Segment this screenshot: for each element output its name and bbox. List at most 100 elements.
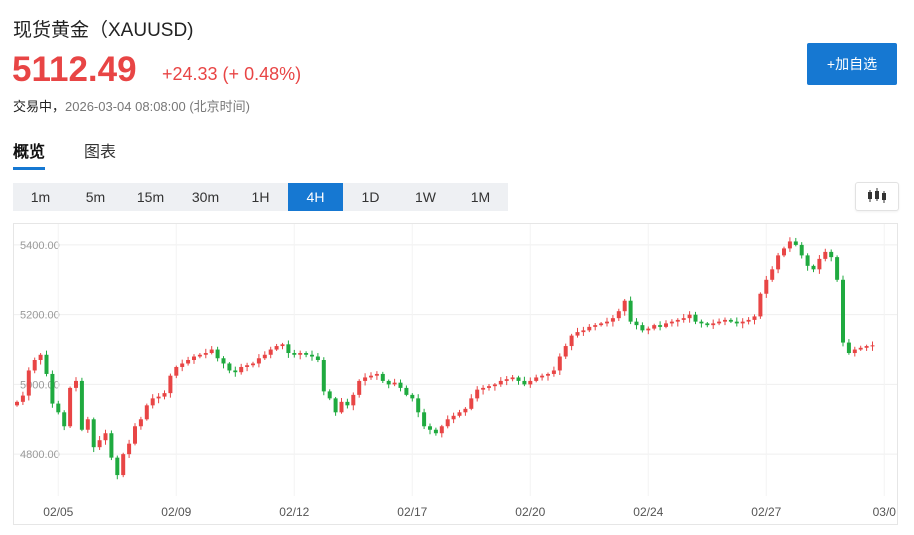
candle-body: [546, 373, 550, 376]
candle-body: [451, 415, 456, 420]
x-tick-label: 02/12: [279, 505, 309, 519]
candle-body: [528, 380, 533, 385]
period-30m[interactable]: 30m: [191, 189, 220, 205]
candle-body: [133, 426, 137, 444]
candle-body: [268, 349, 273, 355]
period-5m[interactable]: 5m: [85, 189, 106, 205]
candle-body: [138, 419, 143, 427]
candle-body: [398, 382, 403, 388]
candle-body: [56, 403, 61, 413]
candle-body: [422, 412, 427, 427]
add-to-watchlist-button[interactable]: +加自选: [807, 43, 897, 85]
candle-body: [439, 426, 444, 434]
candle-body: [492, 384, 497, 387]
candle-body: [504, 379, 509, 381]
candle-body: [864, 346, 869, 348]
period-1w[interactable]: 1W: [415, 189, 436, 205]
candle-body: [569, 335, 574, 347]
candle-body: [386, 380, 391, 385]
candle-body: [687, 314, 692, 319]
candle-body: [811, 265, 816, 270]
candle-body: [782, 248, 786, 256]
candle-body: [522, 380, 527, 385]
candle-body: [333, 398, 338, 413]
candle-body: [622, 300, 627, 312]
candle-body: [487, 386, 491, 388]
candle-body: [664, 323, 668, 327]
candle-body: [192, 356, 196, 360]
y-tick-label: 5200.00: [20, 310, 60, 322]
period-1d[interactable]: 1D: [361, 189, 380, 205]
candle-body: [711, 323, 716, 326]
candle-body: [310, 354, 314, 357]
candle-body: [723, 319, 727, 322]
tab-overview[interactable]: 概览: [13, 144, 46, 161]
candle-body: [321, 360, 326, 392]
period-1mo[interactable]: 1M: [470, 189, 491, 205]
period-15m[interactable]: 15m: [136, 189, 165, 205]
candle-body: [115, 457, 120, 476]
candle-body: [587, 326, 592, 331]
candle-body: [374, 373, 379, 376]
candle-body: [404, 387, 409, 395]
candle-body: [209, 349, 214, 354]
candle-body: [380, 373, 385, 381]
candle-body: [280, 344, 285, 347]
candle-body: [705, 323, 710, 326]
x-tick-label: 02/09: [161, 505, 191, 519]
period-1m[interactable]: 1m: [30, 189, 51, 205]
candlestick-icon: [868, 188, 886, 203]
x-tick-label: 02/05: [43, 505, 73, 519]
candle-body: [481, 387, 486, 390]
candle-body: [15, 401, 19, 406]
current-price: 5112.49: [12, 50, 137, 89]
candle-body: [245, 365, 250, 367]
instrument-title: 现货黄金（XAUUSD): [13, 20, 194, 41]
y-tick-label: 4800.00: [20, 449, 60, 461]
candle-body: [369, 375, 373, 378]
candle-body: [746, 319, 751, 322]
tab-chart[interactable]: 图表: [84, 144, 117, 161]
candle-body: [127, 443, 132, 455]
candle-body: [634, 321, 639, 326]
candle-body: [675, 319, 680, 322]
candle-body: [846, 342, 851, 354]
candle-body: [793, 241, 798, 245]
candle-body: [251, 363, 255, 366]
candle-body: [817, 258, 822, 270]
candle-body: [79, 380, 84, 430]
period-4h[interactable]: 4H: [288, 183, 343, 211]
candle-body: [262, 354, 267, 359]
chart-type-button[interactable]: [855, 182, 899, 211]
candle-body: [20, 395, 25, 402]
candle-body: [315, 356, 320, 360]
candle-body: [327, 391, 332, 399]
candle-body: [551, 370, 556, 374]
candle-body: [581, 330, 586, 333]
candle-body: [787, 241, 792, 249]
y-tick-label: 5400.00: [20, 240, 60, 252]
period-selector: 1m 5m 15m 30m 1H 4H 1D 1W 1M: [13, 183, 508, 211]
candle-body: [829, 251, 834, 258]
candle-body: [805, 255, 810, 266]
candle-body: [835, 257, 840, 280]
candle-body: [758, 293, 763, 317]
candle-body: [233, 370, 238, 373]
candle-body: [776, 255, 781, 270]
candle-body: [180, 363, 185, 367]
trade-status: 交易中，: [13, 99, 66, 114]
candle-body: [274, 346, 279, 350]
candle-body: [640, 325, 645, 331]
candle-body: [428, 426, 432, 430]
price-chart[interactable]: 5400.00 5200.00 5000.00 4800.00 02/05 02/09 02…: [13, 223, 898, 525]
candle-body: [681, 318, 686, 320]
candle-body: [91, 419, 96, 448]
candle-body: [68, 387, 73, 427]
candle-body: [752, 316, 757, 320]
period-1h[interactable]: 1H: [251, 189, 270, 205]
candle-body: [121, 454, 126, 476]
candle-body: [416, 398, 421, 413]
candle-body: [109, 433, 114, 458]
candle-body: [174, 366, 179, 376]
candle-body: [593, 325, 598, 327]
